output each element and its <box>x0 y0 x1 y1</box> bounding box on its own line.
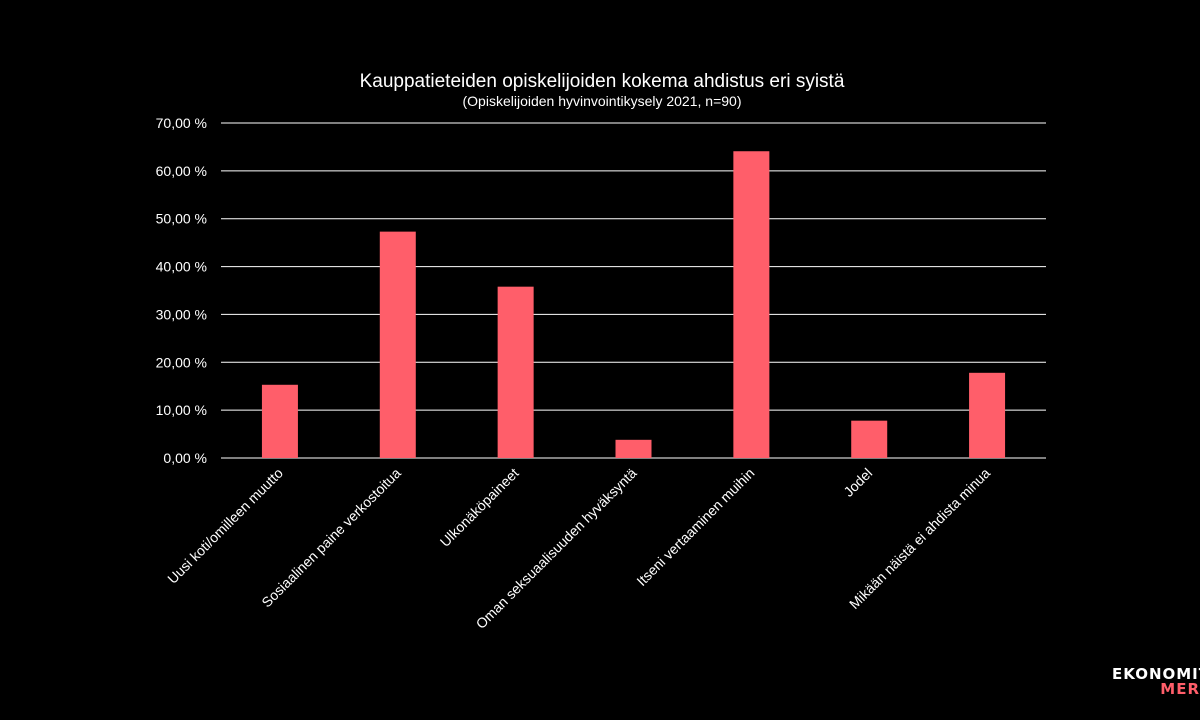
x-category-label: Sosiaalinen paine verkostoitua <box>258 465 404 611</box>
chart-subtitle: (Opiskelijoiden hyvinvointikysely 2021, … <box>463 93 742 109</box>
y-tick-label: 40,00 % <box>156 259 207 275</box>
x-category-label: Mikään näistä ei ahdista minua <box>846 465 993 612</box>
y-tick-label: 60,00 % <box>156 163 207 179</box>
bar <box>261 384 298 458</box>
y-tick-label: 70,00 % <box>156 115 207 131</box>
x-category-label: Itseni vertaaminen muihin <box>633 465 757 589</box>
bar <box>615 439 652 458</box>
y-tick-label: 20,00 % <box>156 354 207 370</box>
x-category-label: Ulkonäköpaineet <box>437 465 522 550</box>
y-axis-ticks: 0,00 % 10,00 % 20,00 % 30,00 % 40,00 % 50,00 … <box>156 115 207 466</box>
bars <box>261 151 1006 458</box>
gridlines <box>221 122 1046 459</box>
bar <box>969 372 1006 458</box>
y-tick-label: 50,00 % <box>156 211 207 227</box>
bar <box>851 420 888 458</box>
ekonomit-logo: EKONOMIT MER <box>1112 667 1200 697</box>
y-tick-label: 0,00 % <box>163 450 207 466</box>
x-category-label: Jodel <box>840 465 875 500</box>
logo-line-1: EKONOMIT <box>1112 665 1200 683</box>
bar <box>497 286 534 458</box>
logo-line-2: MER <box>1160 680 1200 698</box>
bar <box>733 151 770 458</box>
chart-title: Kauppatieteiden opiskelijoiden kokema ah… <box>360 71 845 92</box>
bar <box>379 231 416 458</box>
y-tick-label: 10,00 % <box>156 402 207 418</box>
y-tick-label: 30,00 % <box>156 306 207 322</box>
x-category-label: Uusi koti/omilleen muutto <box>164 465 286 587</box>
